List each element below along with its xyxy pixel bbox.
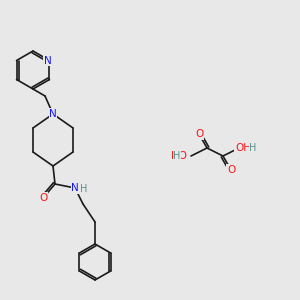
Text: N: N <box>44 56 51 65</box>
Text: O: O <box>39 193 47 203</box>
Text: H: H <box>249 143 257 153</box>
Text: HO: HO <box>171 151 187 161</box>
Text: N: N <box>71 183 79 193</box>
Text: N: N <box>49 109 57 119</box>
Text: O: O <box>195 129 203 139</box>
Text: H: H <box>80 184 88 194</box>
Text: H: H <box>173 151 181 161</box>
Text: O: O <box>227 165 235 175</box>
Text: OH: OH <box>235 143 251 153</box>
